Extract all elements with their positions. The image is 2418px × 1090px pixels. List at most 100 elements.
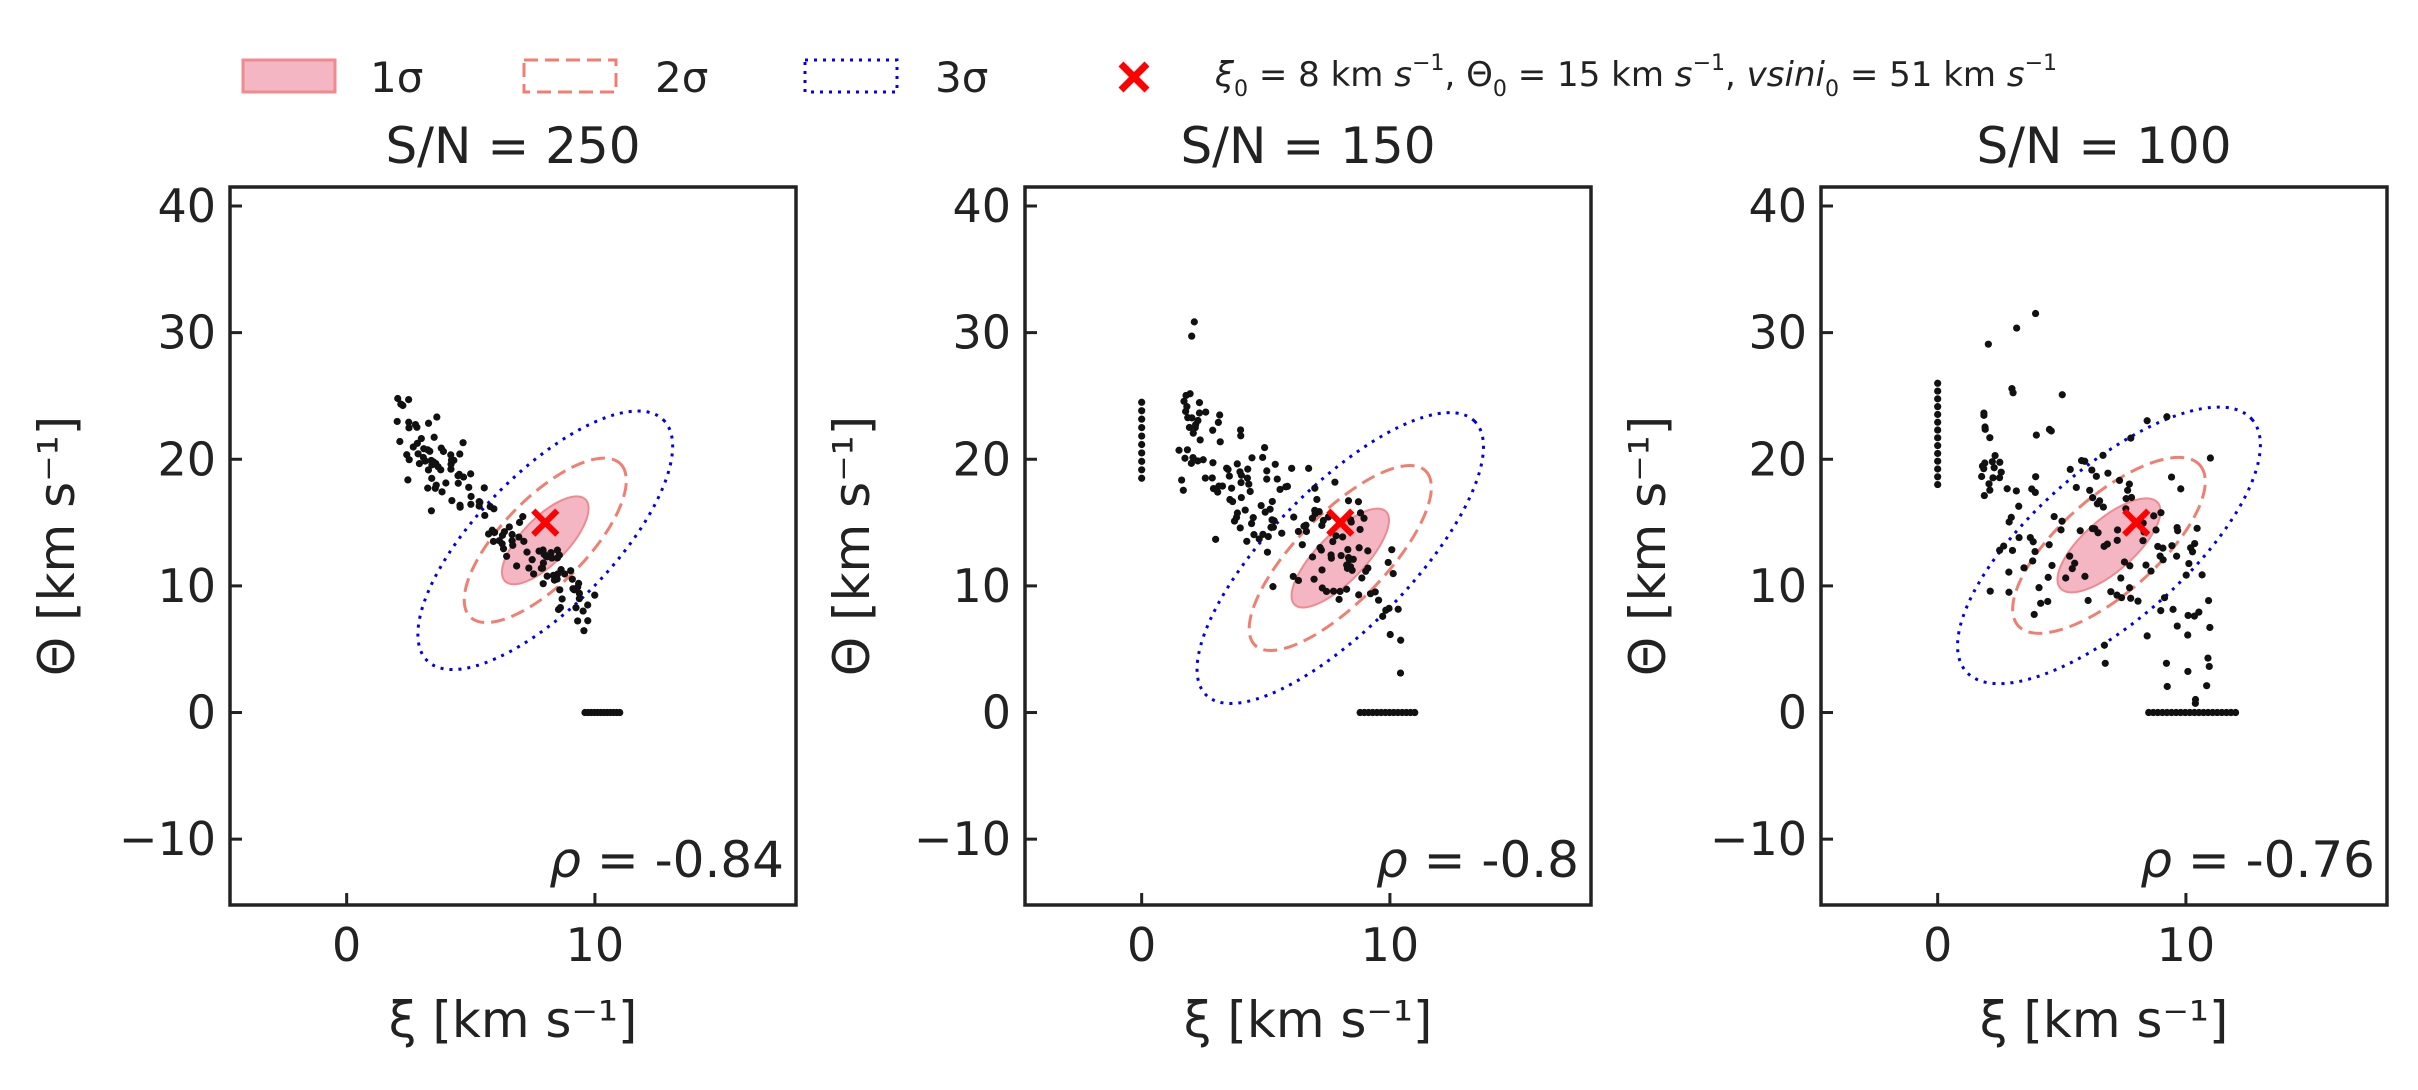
data-point	[430, 433, 438, 441]
data-point	[2191, 695, 2200, 704]
data-point	[2048, 561, 2056, 570]
true-value-marker	[531, 508, 560, 537]
data-point	[1237, 493, 1245, 502]
data-point	[1934, 473, 1942, 481]
data-point	[1243, 537, 1251, 545]
data-point	[2099, 451, 2107, 459]
data-point	[2068, 565, 2076, 573]
data-point	[467, 500, 475, 508]
data-point	[1986, 486, 1994, 494]
data-point	[1247, 519, 1256, 528]
data-point	[1212, 535, 1220, 543]
data-point	[2044, 573, 2052, 581]
data-point	[2203, 682, 2211, 690]
data-point	[2167, 473, 2176, 481]
data-point	[2031, 309, 2040, 318]
data-point	[1934, 434, 1942, 442]
data-point	[495, 537, 503, 545]
data-point	[1182, 391, 1190, 400]
data-point	[1232, 513, 1241, 522]
y-axis-label: Θ [km s⁻¹]	[28, 416, 86, 676]
data-point	[508, 537, 516, 545]
data-point	[1214, 418, 1222, 427]
axes-frame	[1819, 185, 2389, 907]
data-point	[1183, 446, 1192, 454]
data-point	[2125, 584, 2134, 592]
data-point	[1294, 527, 1303, 536]
data-point	[1374, 596, 1383, 604]
data-point	[2184, 667, 2192, 676]
data-point	[1224, 465, 1232, 474]
data-point	[1313, 495, 1321, 504]
data-point	[1294, 576, 1303, 585]
data-point	[554, 605, 563, 614]
data-point	[1298, 541, 1306, 549]
data-point	[2157, 509, 2165, 517]
data-point	[1991, 451, 1999, 460]
data-point	[2062, 574, 2070, 582]
data-point	[1138, 466, 1146, 474]
data-point	[2127, 594, 2135, 602]
plot-area	[393, 394, 675, 717]
data-point	[1934, 418, 1942, 426]
panel-sn-250: 0 10 −10 0 10 20 30 40 S/N = 250 ξ [km s⁻¹] Θ [km …	[28, 117, 798, 1049]
data-point	[475, 498, 483, 506]
x-axis-label: ξ [km s⁻¹]	[1184, 991, 1433, 1049]
data-point	[411, 420, 420, 429]
data-point	[2163, 682, 2171, 691]
data-point	[2205, 662, 2213, 671]
data-point	[1181, 454, 1189, 462]
data-point	[1178, 476, 1186, 484]
data-point	[1184, 414, 1192, 422]
data-point	[2084, 596, 2092, 605]
data-point	[1250, 531, 1258, 539]
data-point	[572, 604, 580, 612]
data-point	[396, 437, 404, 446]
x-axis-label: ξ [km s⁻¹]	[389, 991, 638, 1049]
data-point	[616, 708, 624, 717]
data-point	[1980, 491, 1988, 500]
data-point	[1185, 423, 1194, 432]
data-point	[403, 451, 411, 459]
data-point	[1934, 442, 1942, 450]
data-point	[2057, 526, 2065, 534]
data-point	[2173, 622, 2181, 630]
data-point	[1233, 460, 1241, 468]
data-point	[1208, 474, 1216, 482]
data-point	[1236, 524, 1244, 532]
data-point	[1310, 575, 1318, 583]
data-point	[1209, 426, 1217, 434]
data-point	[1332, 532, 1340, 540]
ellipse-3sigma	[416, 409, 675, 672]
data-point	[2185, 559, 2193, 568]
data-point	[1237, 432, 1245, 440]
y-tick-label: 10	[952, 559, 1011, 613]
data-point	[393, 417, 401, 426]
data-point	[2127, 493, 2136, 502]
data-point	[2152, 526, 2160, 534]
y-tick-label: −10	[119, 812, 216, 866]
y-tick-label: 10	[157, 559, 216, 613]
data-point	[1358, 574, 1366, 582]
data-point	[550, 576, 559, 584]
y-tick-label: 0	[1778, 686, 1807, 740]
data-point	[1934, 465, 1942, 473]
data-point	[567, 567, 575, 575]
data-point	[2127, 434, 2135, 442]
data-point	[2005, 588, 2013, 596]
data-point	[1215, 482, 1223, 490]
ellipse-2sigma	[462, 456, 628, 625]
data-point	[1335, 595, 1343, 603]
data-point	[2184, 631, 2192, 639]
data-point	[1990, 464, 1998, 472]
data-point	[465, 483, 473, 491]
x-tick-label: 0	[332, 918, 361, 972]
data-point	[555, 551, 563, 559]
data-point	[543, 572, 551, 580]
data-point	[1311, 484, 1319, 492]
y-tick-label: 0	[187, 686, 216, 740]
data-point	[1322, 587, 1331, 596]
data-point	[1179, 486, 1187, 494]
data-point	[1225, 472, 1233, 480]
data-point	[505, 523, 513, 531]
